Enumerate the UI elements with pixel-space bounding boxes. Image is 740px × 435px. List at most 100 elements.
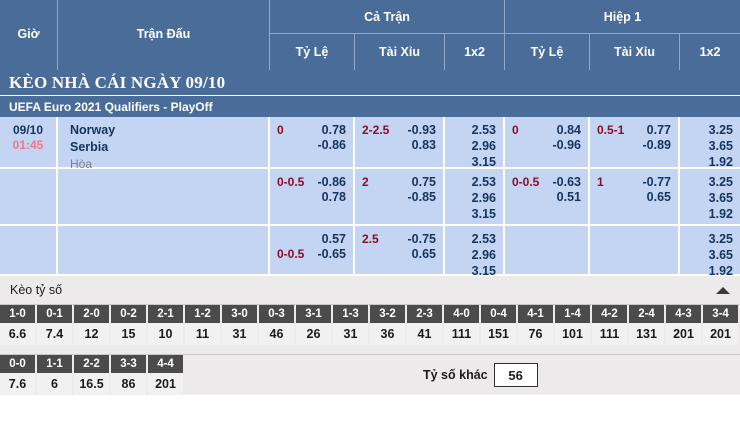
correct-score-cell[interactable]: 3-3 86 [111, 355, 148, 395]
correct-score-odds: 36 [370, 323, 407, 345]
odds-away-win: 1.92 [708, 155, 733, 169]
correct-score-cell[interactable]: 1-4 101 [555, 305, 592, 345]
correct-score-cell[interactable]: 4-4 201 [148, 355, 185, 395]
correct-score-value: 2-4 [629, 305, 666, 323]
correct-score-cell[interactable]: 3-1 26 [296, 305, 333, 345]
odds-draw: 3.65 [708, 139, 733, 153]
odds-draw: 3.65 [708, 191, 733, 205]
odds-away-win: 1.92 [708, 207, 733, 221]
correct-score-cell[interactable]: 1-0 6.6 [0, 305, 37, 345]
correct-score-value: 1-2 [185, 305, 222, 323]
correct-score-grid: 1-0 6.6 0-1 7.4 2-0 12 0-2 15 2-1 10 1-2 11 3-0 31 0-3… [0, 305, 740, 345]
odds-away-win: 3.15 [471, 264, 496, 278]
correct-score-odds: 31 [333, 323, 370, 345]
correct-score-value: 1-4 [555, 305, 592, 323]
match-time-cell-empty [0, 226, 58, 274]
half-handicap-cell[interactable]: 00.84 x-0.96 [505, 117, 590, 167]
subheader-full-1x2: 1x2 [445, 34, 505, 70]
full-handicap-cell[interactable]: x0.57 0-0.5-0.65 [270, 226, 355, 274]
correct-score-draw-grid: 0-0 7.6 1-1 6 2-2 16.5 3-3 86 4-4 201 [0, 355, 185, 395]
correct-score-cell[interactable]: 3-0 31 [222, 305, 259, 345]
correct-score-cell[interactable]: 2-2 16.5 [74, 355, 111, 395]
correct-score-odds: 6.6 [0, 323, 37, 345]
other-score-label: Tỷ số khác [423, 368, 488, 382]
over-odds: 0.77 [646, 123, 671, 137]
correct-score-cell[interactable]: 1-1 6 [37, 355, 74, 395]
match-teams-cell-empty [58, 169, 270, 224]
correct-score-cell[interactable]: 4-2 111 [592, 305, 629, 345]
correct-score-value: 0-4 [481, 305, 518, 323]
correct-score-value: 2-1 [148, 305, 185, 323]
full-overunder-cell[interactable]: 20.75 x-0.85 [355, 169, 445, 224]
odds-draw: 2.96 [471, 139, 496, 153]
full-1x2-cell[interactable]: 2.53 2.96 3.15 [445, 169, 505, 224]
column-header-match: Trận Đấu [58, 0, 270, 70]
correct-score-cell[interactable]: 0-3 46 [259, 305, 296, 345]
odds-away-win: 3.15 [471, 155, 496, 169]
correct-score-panel: Kèo tỷ số 1-0 6.6 0-1 7.4 2-0 12 0-2 15 2-1 10 1-2… [0, 276, 740, 395]
correct-score-value: 4-2 [592, 305, 629, 323]
full-handicap-cell[interactable]: 00.78 x-0.86 [270, 117, 355, 167]
correct-score-cell[interactable]: 1-3 31 [333, 305, 370, 345]
subheader-half-handicap: Tỷ Lệ [505, 34, 590, 70]
triangle-up-icon[interactable] [716, 286, 730, 294]
correct-score-cell[interactable]: 2-3 41 [407, 305, 444, 345]
correct-score-odds: 201 [666, 323, 703, 345]
half-overunder-cell[interactable]: 0.5-10.77 x-0.89 [590, 117, 680, 167]
correct-score-cell[interactable]: 2-1 10 [148, 305, 185, 345]
match-date: 09/10 [12, 123, 44, 137]
page-title: KÈO NHÀ CÁI NGÀY 09/10 [0, 70, 740, 96]
odds-home-win: 2.53 [471, 175, 496, 189]
other-score-group[interactable]: Tỷ số khác 56 [423, 363, 538, 387]
correct-score-cell[interactable]: 0-1 7.4 [37, 305, 74, 345]
correct-score-cell[interactable]: 4-3 201 [666, 305, 703, 345]
full-1x2-cell[interactable]: 2.53 2.96 3.15 [445, 226, 505, 278]
correct-score-odds: 7.6 [0, 373, 37, 395]
correct-score-cell[interactable]: 2-0 12 [74, 305, 111, 345]
match-time-cell-empty [0, 169, 58, 224]
correct-score-cell[interactable]: 4-0 111 [444, 305, 481, 345]
correct-score-odds: 11 [185, 323, 222, 345]
match-kickoff-time: 01:45 [12, 138, 44, 152]
correct-score-value: 4-3 [666, 305, 703, 323]
correct-score-cell[interactable]: 0-0 7.6 [0, 355, 37, 395]
correct-score-header[interactable]: Kèo tỷ số [0, 276, 740, 304]
half-1x2-cell[interactable]: 3.25 3.65 1.92 [680, 117, 740, 169]
under-odds: 0.65 [646, 190, 671, 204]
correct-score-odds: 111 [592, 323, 629, 345]
correct-score-cell[interactable]: 3-2 36 [370, 305, 407, 345]
other-score-odds[interactable]: 56 [493, 363, 538, 387]
half-handicap-cell[interactable]: 0-0.5-0.63 x0.51 [505, 169, 590, 224]
odds-draw: 2.96 [471, 191, 496, 205]
correct-score-cell[interactable]: 1-2 11 [185, 305, 222, 345]
handicap-line: 0-0.5 [512, 175, 540, 189]
overunder-line: 2.5 [362, 232, 379, 246]
match-teams-cell[interactable]: Norway Serbia Hòa [58, 117, 270, 171]
half-handicap-cell-empty [505, 226, 590, 274]
correct-score-odds: 41 [407, 323, 444, 345]
full-handicap-cell[interactable]: 0-0.5-0.86 x0.78 [270, 169, 355, 224]
correct-score-value: 3-1 [296, 305, 333, 323]
correct-score-cell[interactable]: 0-2 15 [111, 305, 148, 345]
subheader-full-handicap: Tỷ Lệ [270, 34, 355, 70]
handicap-home-odds: 0.84 [556, 123, 581, 137]
group-header-first-half: Hiệp 1 [505, 0, 740, 34]
correct-score-odds: 7.4 [37, 323, 74, 345]
half-overunder-cell[interactable]: 1-0.77 x0.65 [590, 169, 680, 224]
correct-score-cell[interactable]: 2-4 131 [629, 305, 666, 345]
correct-score-value: 3-3 [111, 355, 148, 373]
half-1x2-cell[interactable]: 3.25 3.65 1.92 [680, 226, 740, 278]
correct-score-odds: 31 [222, 323, 259, 345]
full-overunder-cell[interactable]: 2.5-0.75 x0.65 [355, 226, 445, 274]
full-overunder-cell[interactable]: 2-2.5-0.93 x0.83 [355, 117, 445, 167]
handicap-away-odds: -0.86 [317, 138, 347, 152]
match-time-cell: 09/10 01:45 [0, 117, 58, 167]
half-1x2-cell[interactable]: 3.25 3.65 1.92 [680, 169, 740, 224]
correct-score-cell[interactable]: 0-4 151 [481, 305, 518, 345]
correct-score-cell[interactable]: 3-4 201 [703, 305, 740, 345]
full-1x2-cell[interactable]: 2.53 2.96 3.15 [445, 117, 505, 169]
divider [0, 304, 740, 305]
correct-score-cell[interactable]: 4-1 76 [518, 305, 555, 345]
league-bar[interactable]: UEFA Euro 2021 Qualifiers - PlayOff [0, 96, 740, 117]
odds-home-win: 2.53 [471, 123, 496, 137]
